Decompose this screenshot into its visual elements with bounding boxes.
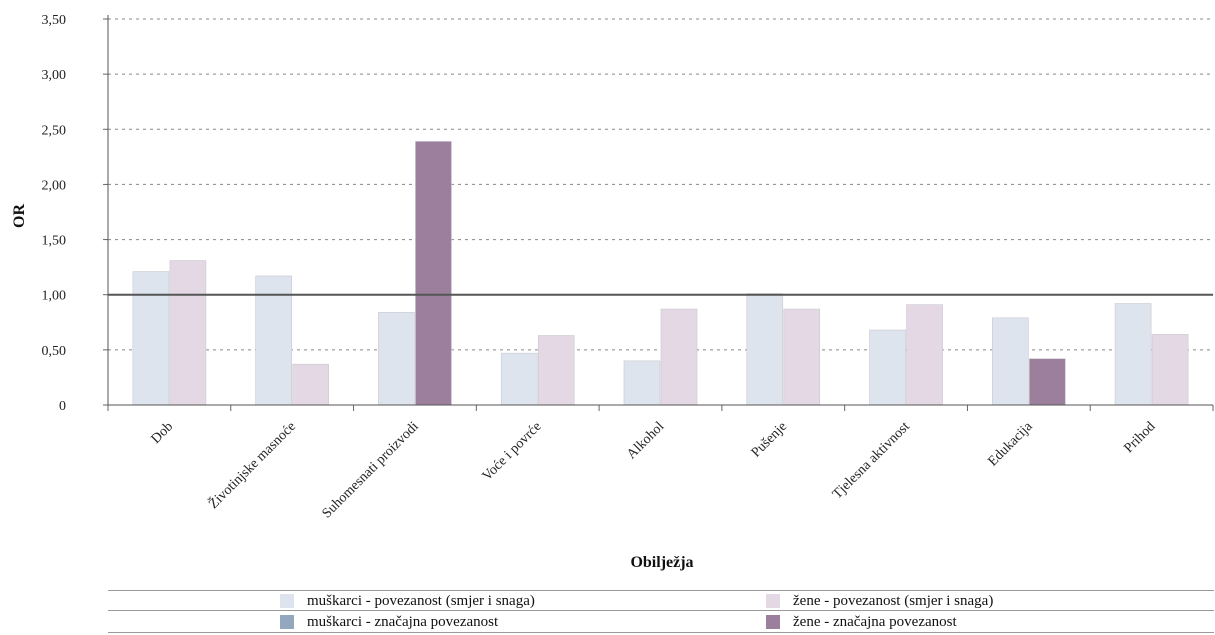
legend-swatch <box>280 615 294 629</box>
legend-swatch <box>766 615 780 629</box>
y-tick-label: 1,00 <box>42 289 67 304</box>
x-tick-label: Dob <box>149 419 177 447</box>
legend-label: muškarci - povezanost (smjer i snaga) <box>307 592 535 609</box>
y-tick-label: 3,50 <box>42 13 67 28</box>
legend-item-men-significant: muškarci - značajna povezanost <box>280 613 498 631</box>
y-axis-title: OR <box>11 204 28 228</box>
legend-label: žene - povezanost (smjer i snaga) <box>793 592 994 609</box>
bar-women-2 <box>415 141 452 406</box>
bar-women-7 <box>1029 358 1066 406</box>
axes <box>103 15 1214 411</box>
bar-men-0 <box>132 271 170 406</box>
legend-item-women-association: žene - povezanost (smjer i snaga) <box>766 592 993 610</box>
legend: muškarci - povezanost (smjer i snaga) mu… <box>108 590 1214 634</box>
bar-men-3 <box>500 352 538 406</box>
bar-women-0 <box>169 260 207 406</box>
x-tick-label: Edukacija <box>985 419 1036 470</box>
chart: 0 0,50 1,00 1,50 2,00 2,50 3,00 3,50 Dob Životin… <box>11 13 1214 571</box>
bar-men-7 <box>992 317 1029 406</box>
legend-swatch <box>766 594 780 608</box>
y-tick-label: 0 <box>59 399 66 414</box>
legend-divider <box>108 590 1214 591</box>
legend-label: žene - značajna povezanost <box>793 613 957 630</box>
legend-label: muškarci - značajna povezanost <box>307 613 499 630</box>
y-tick-labels: 0 0,50 1,00 1,50 2,00 2,50 3,00 3,50 <box>42 13 67 414</box>
bar-women-1 <box>292 363 329 406</box>
x-tick-label: Životinjske masnoće <box>205 418 299 512</box>
bar-women-3 <box>537 335 575 406</box>
legend-item-women-significant: žene - značajna povezanost <box>766 613 957 631</box>
legend-divider <box>108 632 1214 633</box>
bars <box>132 141 1189 406</box>
bar-women-4 <box>660 308 698 406</box>
y-tick-label: 2,50 <box>42 123 67 138</box>
x-tick-label: Alkohol <box>624 419 667 462</box>
bar-women-8 <box>1151 334 1189 406</box>
legend-swatch <box>280 594 294 608</box>
x-tick-label: Suhomesnati proizvodi <box>320 419 422 521</box>
bar-men-6 <box>869 329 906 406</box>
x-tick-label: Tjelesna aktivnost <box>830 419 913 502</box>
y-tick-label: 3,00 <box>42 68 67 83</box>
bar-men-1 <box>255 275 292 406</box>
y-tick-label: 0,50 <box>42 344 67 359</box>
bar-women-6 <box>906 304 943 406</box>
bar-men-8 <box>1114 303 1152 406</box>
x-axis-title: Obilježja <box>630 554 693 571</box>
x-tick-labels: Dob Životinjske masnoće Suhomesnati proizv… <box>149 418 1159 522</box>
legend-item-men-association: muškarci - povezanost (smjer i snaga) <box>280 592 535 610</box>
bar-men-2 <box>378 312 415 406</box>
bar-men-4 <box>623 360 661 406</box>
legend-divider <box>108 610 1214 611</box>
y-tick-label: 2,00 <box>42 178 67 193</box>
bar-women-5 <box>783 308 821 406</box>
x-tick-label: Prihod <box>1121 419 1158 456</box>
y-tick-label: 1,50 <box>42 234 67 249</box>
x-tick-label: Voće i povrće <box>480 419 545 484</box>
bar-men-5 <box>746 293 784 406</box>
x-tick-label: Pušenje <box>749 419 790 460</box>
